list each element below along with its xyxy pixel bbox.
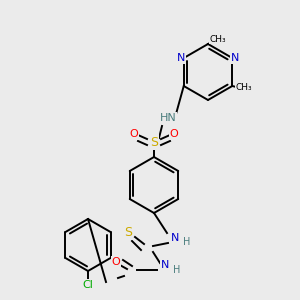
Text: N: N — [161, 260, 169, 270]
Text: O: O — [112, 257, 120, 267]
Text: H: H — [183, 237, 191, 247]
Text: N: N — [177, 53, 185, 63]
Text: HN: HN — [160, 113, 176, 123]
Text: CH₃: CH₃ — [210, 34, 226, 43]
Text: Cl: Cl — [82, 280, 93, 290]
Text: O: O — [169, 129, 178, 139]
Text: O: O — [130, 129, 138, 139]
Text: H: H — [173, 265, 181, 275]
Text: S: S — [150, 136, 158, 148]
Text: S: S — [124, 226, 132, 238]
Text: CH₃: CH₃ — [236, 83, 253, 92]
Text: N: N — [231, 53, 239, 63]
Text: N: N — [171, 233, 179, 243]
